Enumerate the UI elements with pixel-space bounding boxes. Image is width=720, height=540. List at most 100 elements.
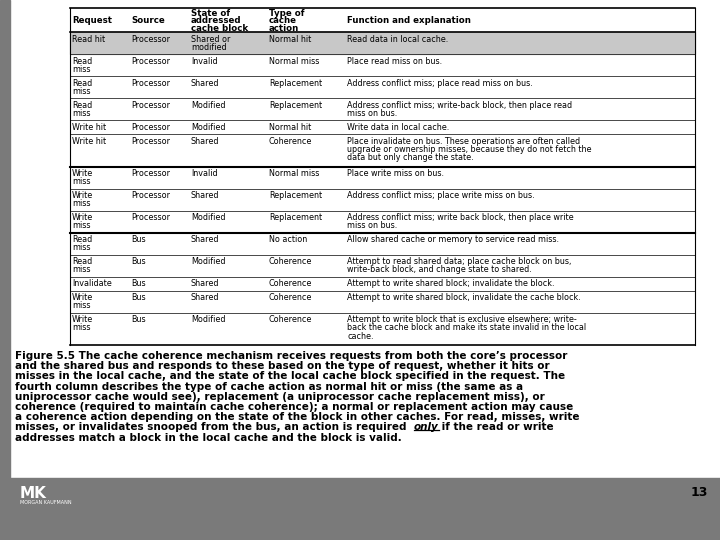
Text: Modified: Modified (191, 123, 225, 132)
Text: addressed: addressed (191, 16, 241, 25)
Text: Processor: Processor (131, 137, 171, 145)
Bar (0, 478, 720, 540)
Text: Invalidate: Invalidate (72, 279, 112, 288)
Text: Source: Source (131, 16, 165, 25)
Text: Normal hit: Normal hit (269, 123, 311, 132)
Text: and the shared bus and responds to these based on the type of request, whether i: and the shared bus and responds to these… (15, 361, 549, 371)
Text: Type of: Type of (269, 9, 305, 18)
Text: Invalid: Invalid (191, 57, 217, 65)
Text: Processor: Processor (131, 35, 171, 44)
Text: miss: miss (72, 244, 91, 253)
Text: Read: Read (72, 78, 92, 87)
Text: cache: cache (269, 16, 297, 25)
Text: Write hit: Write hit (72, 137, 106, 145)
Text: miss: miss (72, 109, 91, 118)
Text: Write: Write (72, 293, 94, 302)
Text: action: action (269, 24, 299, 33)
Text: Address conflict miss; write-back block, then place read: Address conflict miss; write-back block,… (347, 100, 572, 110)
Text: Attempt to write shared block; invalidate the block.: Attempt to write shared block; invalidat… (347, 279, 554, 288)
Text: Attempt to write block that is exclusive elsewhere; write-: Attempt to write block that is exclusive… (347, 315, 577, 324)
Text: State of: State of (191, 9, 230, 18)
Text: Place write miss on bus.: Place write miss on bus. (347, 169, 444, 178)
Text: Replacement: Replacement (269, 100, 322, 110)
Text: Shared or: Shared or (191, 35, 230, 44)
Text: miss: miss (72, 65, 91, 74)
Text: Modified: Modified (191, 257, 225, 266)
Text: miss: miss (72, 301, 91, 310)
Text: miss: miss (72, 178, 91, 186)
Text: Processor: Processor (131, 191, 171, 200)
Text: Write: Write (72, 213, 94, 222)
Text: MK: MK (20, 486, 47, 501)
Text: miss: miss (72, 199, 91, 208)
Text: Coherence: Coherence (269, 279, 312, 288)
Text: Processor: Processor (131, 78, 171, 87)
Text: Normal miss: Normal miss (269, 57, 319, 65)
Text: upgrade or ownership misses, because they do not fetch the: upgrade or ownership misses, because the… (347, 145, 592, 154)
Text: Write data in local cache.: Write data in local cache. (347, 123, 449, 132)
Text: Read hit: Read hit (72, 35, 105, 44)
Text: Replacement: Replacement (269, 191, 322, 200)
Text: Processor: Processor (131, 123, 171, 132)
Text: Modified: Modified (191, 213, 225, 222)
Text: Read: Read (72, 257, 92, 266)
Text: Write: Write (72, 191, 94, 200)
Text: Invalid: Invalid (191, 169, 217, 178)
Text: cache block: cache block (191, 24, 248, 33)
Text: if the read or write: if the read or write (438, 422, 554, 433)
Text: Bus: Bus (131, 315, 146, 324)
Text: MORGAN KAUFMANN: MORGAN KAUFMANN (20, 500, 71, 505)
Text: Read: Read (72, 57, 92, 65)
Text: data but only change the state.: data but only change the state. (347, 153, 474, 163)
Text: Normal miss: Normal miss (269, 169, 319, 178)
Text: back the cache block and make its state invalid in the local: back the cache block and make its state … (347, 323, 586, 333)
Text: Replacement: Replacement (269, 213, 322, 222)
Text: Write: Write (72, 169, 94, 178)
Text: Attempt to read shared data; place cache block on bus,: Attempt to read shared data; place cache… (347, 257, 572, 266)
Text: misses in the local cache, and the state of the local cache block specified in t: misses in the local cache, and the state… (15, 372, 565, 381)
Text: uniprocessor cache would see), replacement (a uniprocessor cache replacement mis: uniprocessor cache would see), replaceme… (15, 392, 545, 402)
Text: No action: No action (269, 235, 307, 244)
Text: fourth column describes the type of cache action as normal hit or miss (the same: fourth column describes the type of cach… (15, 382, 523, 392)
Text: Coherence: Coherence (269, 315, 312, 324)
Text: Shared: Shared (191, 293, 220, 302)
Text: Normal hit: Normal hit (269, 35, 311, 44)
Text: Address conflict miss; place write miss on bus.: Address conflict miss; place write miss … (347, 191, 535, 200)
Text: Coherence: Coherence (269, 257, 312, 266)
Text: a coherence action depending on the state of the block in other caches. For read: a coherence action depending on the stat… (15, 412, 580, 422)
Text: Coherence: Coherence (269, 293, 312, 302)
Text: only: only (414, 422, 438, 433)
Bar (0, 0, 10, 540)
Text: miss: miss (72, 266, 91, 274)
Text: Bus: Bus (131, 235, 146, 244)
Text: miss on bus.: miss on bus. (347, 221, 397, 231)
Text: miss: miss (72, 87, 91, 96)
Text: Request: Request (72, 16, 112, 25)
Text: Modified: Modified (191, 100, 225, 110)
Text: Read: Read (72, 100, 92, 110)
Text: write-back block, and change state to shared.: write-back block, and change state to sh… (347, 266, 532, 274)
Text: miss: miss (72, 221, 91, 231)
Text: 13: 13 (690, 486, 708, 499)
Text: Address conflict miss; place read miss on bus.: Address conflict miss; place read miss o… (347, 78, 533, 87)
Text: Shared: Shared (191, 78, 220, 87)
Text: Processor: Processor (131, 213, 171, 222)
Text: cache.: cache. (347, 332, 374, 341)
Text: misses, or invalidates snooped from the bus, an action is required: misses, or invalidates snooped from the … (15, 422, 414, 433)
Text: Read: Read (72, 235, 92, 244)
Text: Function and explanation: Function and explanation (347, 16, 471, 25)
Text: Bus: Bus (131, 279, 146, 288)
Text: Coherence: Coherence (269, 137, 312, 145)
Text: Place read miss on bus.: Place read miss on bus. (347, 57, 442, 65)
Text: Place invalidate on bus. These operations are often called: Place invalidate on bus. These operation… (347, 137, 580, 145)
Text: modified: modified (191, 43, 226, 52)
Text: Shared: Shared (191, 279, 220, 288)
Text: Bus: Bus (131, 293, 146, 302)
Text: Shared: Shared (191, 137, 220, 145)
Text: addresses match a block in the local cache and the block is valid.: addresses match a block in the local cac… (15, 433, 402, 443)
Text: Figure 5.5 The cache coherence mechanism receives requests from both the core’s : Figure 5.5 The cache coherence mechanism… (15, 351, 567, 361)
Text: Shared: Shared (191, 235, 220, 244)
Text: Attempt to write shared block, invalidate the cache block.: Attempt to write shared block, invalidat… (347, 293, 581, 302)
Text: coherence (required to maintain cache coherence); a normal or replacement action: coherence (required to maintain cache co… (15, 402, 573, 412)
Text: Modified: Modified (191, 315, 225, 324)
